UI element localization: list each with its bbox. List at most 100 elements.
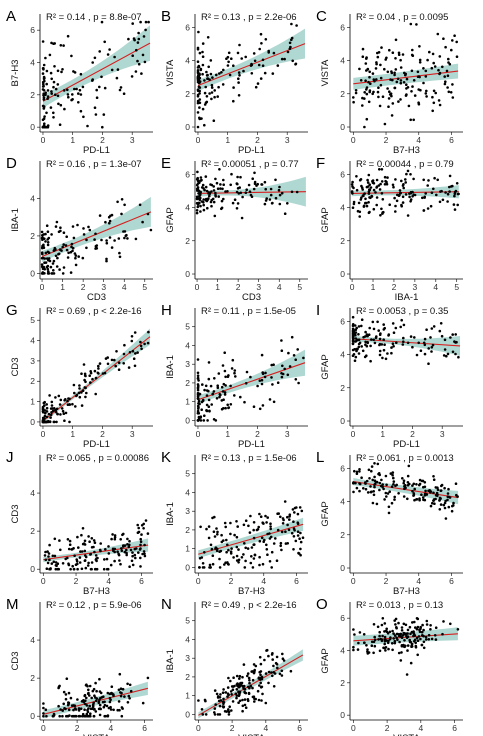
data-point: [208, 194, 211, 198]
data-point: [368, 477, 371, 480]
data-point: [235, 190, 239, 194]
data-point: [220, 533, 223, 537]
data-point: [276, 381, 280, 385]
data-point: [59, 229, 62, 233]
data-point: [434, 638, 438, 641]
data-point: [391, 473, 394, 477]
data-point: [376, 462, 380, 466]
data-point: [280, 375, 284, 379]
data-point: [42, 265, 46, 269]
y-tick-label: 4: [340, 350, 345, 360]
data-point: [217, 195, 220, 198]
data-point: [199, 204, 202, 208]
data-point: [58, 539, 61, 542]
panel-letter: L: [316, 449, 324, 466]
data-point: [203, 698, 207, 702]
y-tick-label: 0: [340, 122, 345, 132]
data-point: [55, 407, 59, 411]
data-point: [196, 377, 200, 380]
y-axis-label: GFAP: [320, 354, 331, 379]
data-point: [456, 192, 460, 196]
x-axis-label: B7-H3: [238, 586, 265, 597]
data-point: [209, 566, 212, 569]
data-point: [401, 343, 405, 346]
data-point: [380, 623, 384, 627]
data-point: [43, 414, 47, 418]
data-point: [143, 554, 147, 558]
data-point: [218, 395, 221, 399]
data-point: [227, 710, 231, 714]
data-point: [387, 105, 390, 108]
data-point: [54, 561, 58, 564]
data-point: [239, 175, 242, 179]
data-point: [82, 233, 86, 236]
data-point: [227, 374, 230, 377]
data-point: [73, 707, 77, 710]
data-point: [131, 22, 134, 25]
data-point: [55, 265, 59, 268]
data-point: [84, 566, 88, 570]
panel-f: F R² = 0.00044 , p = 0.790 1 2 3 4 50246IBA-1G…: [316, 155, 463, 303]
data-point: [56, 412, 59, 416]
data-point: [46, 89, 50, 92]
data-point: [48, 543, 51, 547]
data-point: [83, 378, 86, 382]
data-point: [379, 214, 382, 217]
data-point: [434, 486, 438, 489]
data-point: [283, 212, 287, 215]
data-point: [224, 375, 227, 379]
x-tick-label: 2: [75, 723, 80, 733]
data-point: [78, 384, 81, 387]
data-point: [46, 230, 50, 233]
x-tick-label: 3: [440, 429, 445, 439]
data-point: [244, 559, 247, 563]
data-point: [128, 697, 131, 700]
data-point: [199, 525, 202, 529]
data-point: [204, 175, 208, 178]
data-point: [250, 72, 254, 75]
data-point: [68, 403, 72, 406]
data-point: [103, 558, 106, 561]
data-point: [388, 90, 391, 93]
data-point: [355, 470, 359, 474]
data-point: [276, 64, 280, 67]
data-point: [76, 698, 79, 701]
data-point: [198, 101, 202, 105]
data-point: [64, 693, 68, 696]
data-point: [372, 651, 375, 655]
data-point: [116, 708, 119, 712]
data-point: [78, 714, 82, 718]
data-point: [212, 530, 216, 533]
data-point: [201, 562, 205, 565]
data-point: [350, 183, 354, 186]
x-tick-label: 6: [139, 576, 144, 586]
data-point: [411, 85, 414, 88]
data-point: [216, 696, 220, 699]
data-point: [222, 705, 226, 708]
x-tick-label: 2: [236, 282, 241, 292]
data-point: [351, 323, 355, 326]
data-point: [367, 201, 370, 204]
data-point: [120, 714, 124, 718]
data-point: [415, 627, 419, 631]
data-point: [362, 204, 366, 208]
data-point: [54, 396, 57, 399]
data-point: [137, 530, 141, 534]
data-point: [104, 714, 107, 718]
data-point: [402, 495, 406, 498]
y-tick-label: 0: [30, 122, 35, 132]
data-point: [252, 663, 256, 666]
data-point: [108, 219, 112, 223]
data-point: [43, 404, 46, 407]
data-point: [223, 393, 227, 396]
data-point: [385, 639, 388, 642]
data-point: [271, 658, 275, 661]
data-point: [213, 515, 216, 519]
data-point: [227, 406, 230, 410]
data-point: [201, 107, 205, 111]
data-point: [87, 535, 90, 538]
data-point: [416, 639, 420, 642]
confidence-band: [353, 335, 460, 356]
data-point: [432, 475, 435, 478]
